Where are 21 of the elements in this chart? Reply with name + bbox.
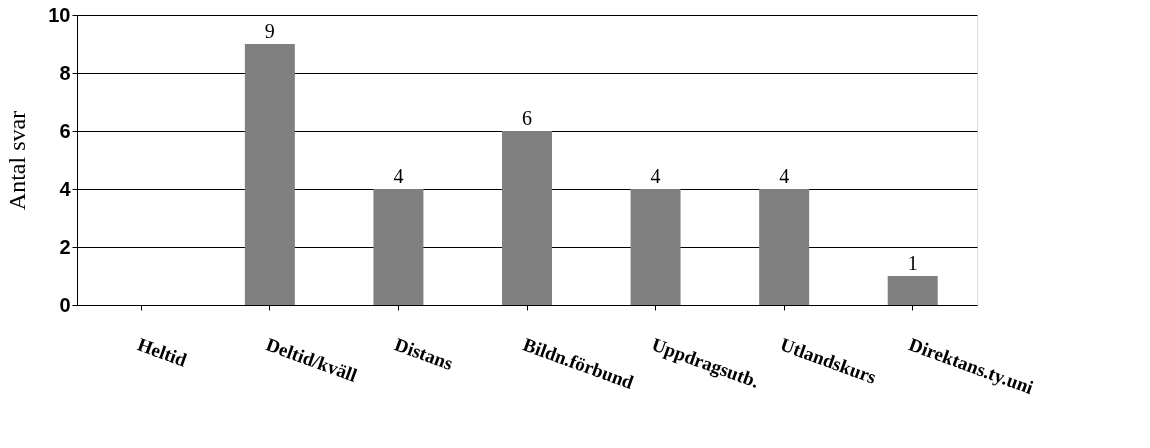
data-label: 9: [264, 20, 275, 42]
bar: [373, 189, 424, 305]
y-tick-label: 8: [59, 61, 71, 84]
y-axis-title: Antal svar: [4, 110, 31, 211]
data-label: 1: [907, 252, 918, 274]
x-tick-label: Distans: [391, 333, 456, 374]
data-label: 6: [522, 107, 532, 129]
data-label: 4: [650, 165, 661, 187]
bar: [630, 189, 681, 305]
data-label: 4: [779, 165, 790, 187]
y-tick-label: 0: [59, 293, 71, 316]
bar: [759, 189, 810, 305]
data-label: 4: [393, 165, 404, 187]
y-tick-label: 2: [59, 235, 71, 258]
y-tick-label: 6: [59, 119, 71, 142]
x-tick-label: Heltid: [134, 333, 190, 371]
y-tick-label: 10: [48, 3, 71, 26]
bar: [502, 131, 552, 305]
bar: [887, 276, 938, 305]
bar: [244, 44, 295, 305]
y-tick-label: 4: [59, 177, 72, 200]
